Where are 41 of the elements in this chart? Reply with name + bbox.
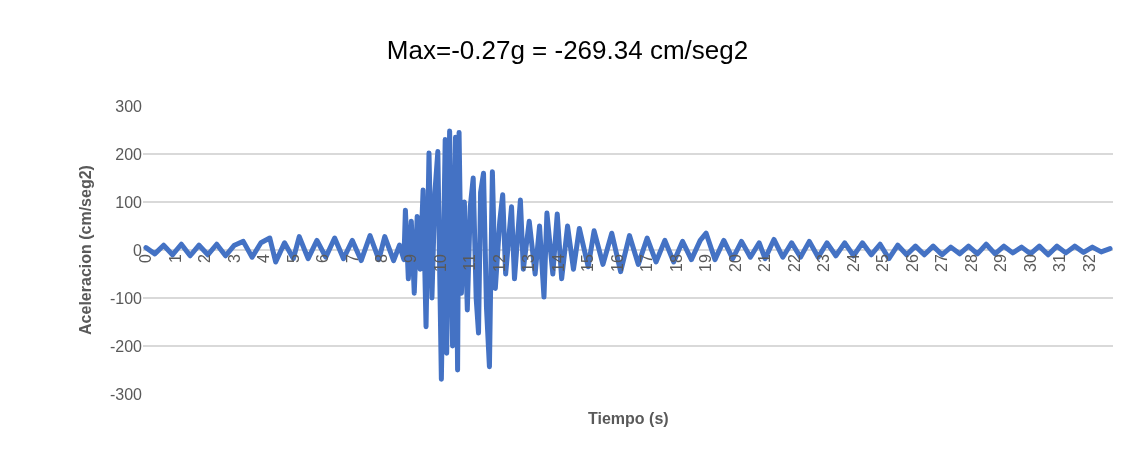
x-tick-label: 10 bbox=[431, 254, 449, 272]
x-tick-label: 28 bbox=[962, 254, 980, 272]
y-tick-label: 200 bbox=[115, 145, 143, 163]
x-tick-label: 9 bbox=[402, 254, 420, 264]
x-tick-label: 15 bbox=[579, 254, 597, 272]
y-tick-label: -200 bbox=[109, 337, 143, 355]
y-tick-label: -300 bbox=[109, 385, 143, 403]
x-tick-label: 32 bbox=[1080, 254, 1098, 272]
x-tick-label: 29 bbox=[992, 254, 1010, 272]
y-axis-title: Aceleracion (cm/seg2) bbox=[76, 165, 94, 335]
x-tick-label: 2 bbox=[196, 254, 214, 264]
x-tick-label: 12 bbox=[490, 254, 508, 272]
x-tick-label: 3 bbox=[225, 254, 243, 264]
x-tick-label: 7 bbox=[343, 254, 361, 264]
x-tick-label: 17 bbox=[638, 254, 656, 272]
x-tick-label: 20 bbox=[726, 254, 744, 272]
x-tick-label: 21 bbox=[756, 254, 774, 272]
x-tick-label: 30 bbox=[1021, 254, 1039, 272]
x-tick-label: 19 bbox=[697, 254, 715, 272]
x-tick-label: 18 bbox=[667, 254, 685, 272]
y-tick-label: 100 bbox=[115, 193, 143, 211]
x-tick-label: 25 bbox=[874, 254, 892, 272]
x-tick-label: 24 bbox=[844, 254, 862, 272]
x-tick-label: 22 bbox=[785, 254, 803, 272]
x-tick-label: 31 bbox=[1051, 254, 1069, 272]
x-tick-label: 26 bbox=[903, 254, 921, 272]
x-tick-label: 5 bbox=[284, 254, 302, 264]
x-tick-label: 16 bbox=[608, 254, 626, 272]
x-tick-label: 6 bbox=[314, 254, 332, 264]
x-tick-label: 4 bbox=[255, 254, 273, 264]
x-tick-label: 11 bbox=[461, 254, 479, 271]
y-tick-label: 300 bbox=[115, 97, 143, 115]
x-axis-title: Tiempo (s) bbox=[588, 410, 669, 427]
x-tick-label: 13 bbox=[520, 254, 538, 272]
x-tick-label: 27 bbox=[933, 254, 951, 272]
x-tick-label: 1 bbox=[166, 254, 184, 264]
y-tick-label: -100 bbox=[109, 289, 143, 307]
x-tick-label: 14 bbox=[549, 254, 567, 272]
chart-title: Max=-0.27g = -269.34 cm/seg2 bbox=[386, 35, 749, 66]
x-tick-label: 23 bbox=[815, 254, 833, 272]
x-tick-label: 8 bbox=[373, 254, 391, 264]
